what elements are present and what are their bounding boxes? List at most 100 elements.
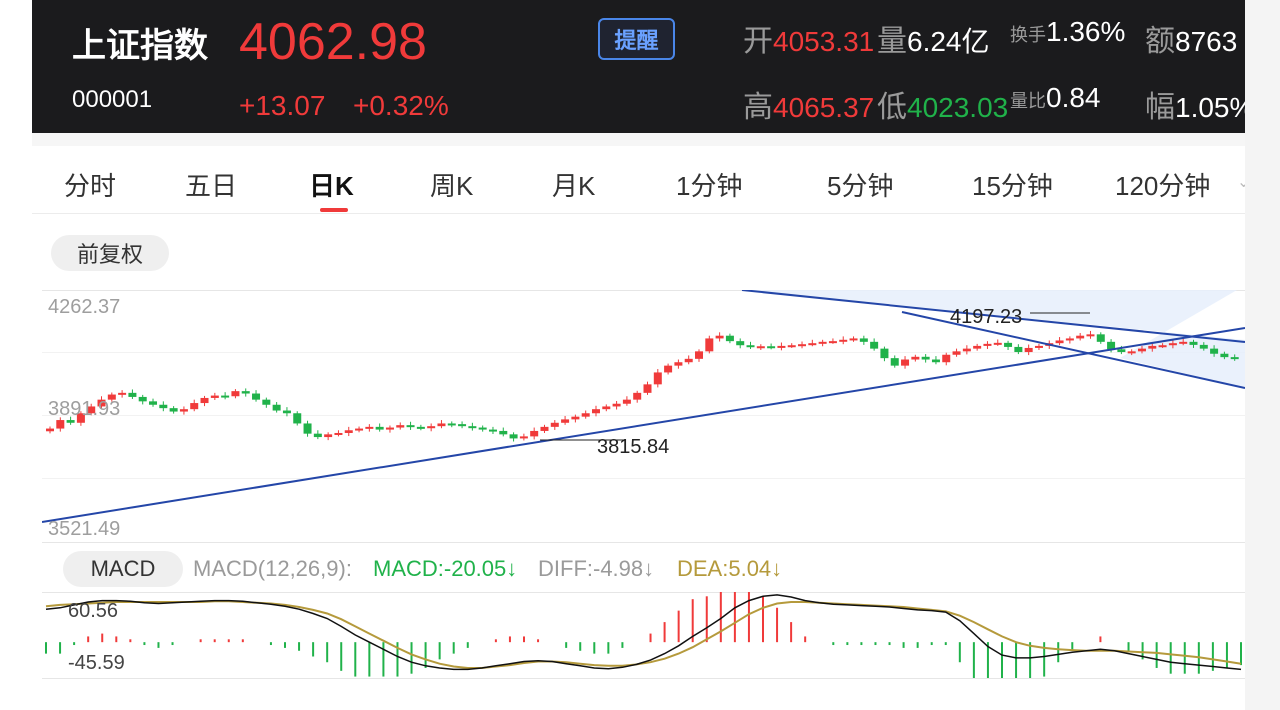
tab-intraday[interactable]: 分时: [64, 171, 117, 201]
candle-body: [839, 339, 848, 342]
candle-body: [478, 427, 487, 430]
macd-y-bottom-label: -45.59: [68, 652, 125, 674]
stat-low: 低4023.03: [877, 82, 1008, 126]
candle-body: [159, 404, 168, 409]
stat-open-value: 4053.31: [773, 26, 875, 57]
stat-ratio-label: 量比: [1010, 91, 1046, 111]
candle-body: [849, 338, 858, 341]
diff-line: [45, 594, 1242, 671]
stat-volume-label: 量: [877, 25, 907, 58]
candle-body: [983, 343, 992, 346]
chevron-down-icon[interactable]: ⌄: [1237, 174, 1245, 191]
period-tabs: 分时 五日 日K 周K 月K 1分钟 5分钟 15分钟 120分钟 ⌄: [32, 146, 1245, 214]
candle-body: [870, 341, 879, 349]
active-tab-indicator: [320, 208, 348, 212]
candle-body: [1076, 335, 1085, 339]
candle-body: [128, 392, 137, 397]
adjust-type-button[interactable]: 前复权: [51, 235, 169, 271]
tab-daily-k[interactable]: 日K: [309, 171, 354, 201]
grid-line: [42, 678, 1245, 679]
candle-body: [56, 420, 65, 429]
candle-body: [1158, 345, 1167, 348]
tab-five-day[interactable]: 五日: [185, 171, 238, 201]
candle-body: [705, 338, 714, 352]
candle-body: [581, 413, 590, 417]
candle-body: [66, 420, 75, 423]
candle-body: [396, 425, 405, 428]
candle-body: [973, 345, 982, 349]
current-price: 4062.98: [239, 13, 427, 71]
diff-value: DIFF:-4.98↓: [538, 556, 655, 581]
candle-body: [46, 428, 54, 432]
candle-body: [499, 430, 508, 435]
candle-body: [787, 345, 796, 348]
stat-turnover-value: 1.36%: [1046, 16, 1126, 47]
quote-header: 上证指数 000001 4062.98 +13.07 +0.32% 提醒 开40…: [32, 0, 1245, 133]
candle-body: [901, 359, 910, 366]
candle-body: [118, 392, 127, 395]
candle-body: [365, 426, 374, 429]
grid-line: [42, 415, 1245, 416]
price-change-percent: +0.32%: [353, 90, 449, 121]
candle-body: [1179, 341, 1188, 344]
candle-body: [653, 372, 662, 385]
candle-body: [715, 335, 724, 339]
tab-1min[interactable]: 1分钟: [676, 171, 743, 201]
candle-body: [684, 358, 693, 363]
candle-body: [695, 351, 704, 359]
candle-body: [622, 399, 631, 404]
kline-chart[interactable]: 4197.23 3815.84: [42, 290, 1245, 542]
candle-body: [1024, 347, 1033, 353]
low-marker-label: 3815.84: [597, 436, 669, 458]
candle-body: [1014, 346, 1023, 353]
candle-body: [252, 393, 261, 400]
macd-y-top-label: 60.56: [68, 600, 119, 622]
tab-5min[interactable]: 5分钟: [827, 171, 894, 201]
candle-body: [488, 429, 497, 432]
candle-body: [1065, 338, 1074, 341]
tab-weekly-k[interactable]: 周K: [430, 171, 474, 201]
stock-detail-page: 上证指数 000001 4062.98 +13.07 +0.32% 提醒 开40…: [32, 0, 1245, 710]
candle-body: [1168, 343, 1177, 346]
candle-body: [468, 426, 477, 429]
stat-volume-value: 6.24亿: [907, 26, 990, 57]
candle-body: [952, 351, 961, 355]
candle-body: [1148, 345, 1157, 349]
candle-body: [550, 422, 559, 427]
macd-chart[interactable]: [42, 592, 1245, 678]
candle-body: [880, 348, 889, 359]
candle-body: [149, 401, 158, 405]
tab-15min[interactable]: 15分钟: [972, 171, 1053, 201]
candle-body: [519, 436, 528, 439]
candle-body: [272, 404, 281, 411]
stat-amp-value: 1.05%: [1175, 92, 1245, 123]
candle-body: [798, 344, 807, 347]
candle-body: [746, 345, 755, 348]
dea-value: DEA:5.04↓: [677, 556, 783, 581]
candle-body: [282, 410, 291, 414]
stat-high: 高4065.37: [743, 82, 874, 126]
candle-body: [97, 399, 106, 407]
candle-body: [447, 423, 456, 426]
tab-monthly-k[interactable]: 月K: [552, 171, 596, 201]
price-change: +13.07: [239, 90, 326, 121]
stat-ratio-value: 0.84: [1046, 82, 1101, 113]
tab-120min[interactable]: 120分钟: [1115, 171, 1211, 201]
candle-body: [324, 434, 333, 438]
candle-body: [859, 338, 868, 342]
right-margin: [1245, 0, 1280, 710]
stat-turnover: 换手1.36%: [1010, 16, 1125, 48]
candle-body: [107, 394, 116, 400]
stat-low-label: 低: [877, 91, 907, 124]
candle-body: [591, 409, 600, 414]
trendline-support: [42, 327, 1245, 523]
candle-body: [355, 428, 364, 431]
candle-body: [231, 391, 240, 397]
alert-button[interactable]: 提醒: [598, 18, 675, 60]
macd-indicator-button[interactable]: MACD: [63, 551, 183, 587]
candle-body: [1055, 340, 1064, 344]
candle-body: [200, 397, 209, 404]
candle-body: [1127, 351, 1136, 354]
candle-body: [890, 358, 899, 366]
trendline-resistance-lower: [901, 311, 1245, 389]
